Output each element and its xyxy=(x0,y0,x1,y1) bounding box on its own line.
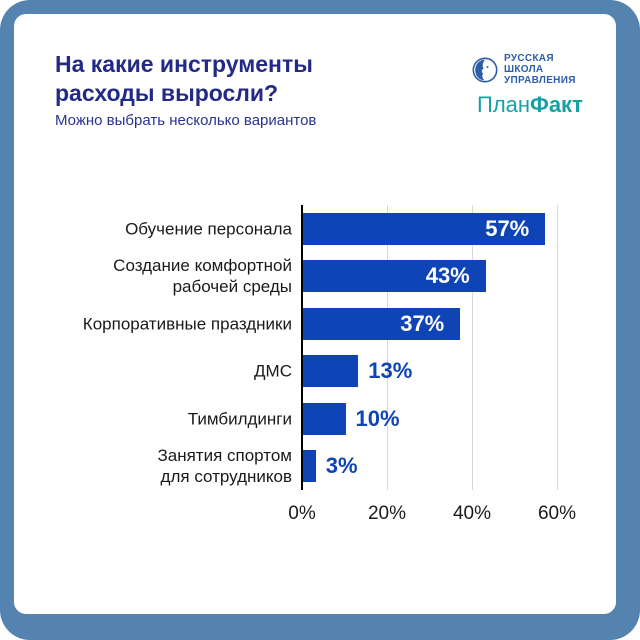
grid-line xyxy=(472,205,473,490)
rsu-logo-text: РУССКАЯ ШКОЛА УПРАВЛЕНИЯ xyxy=(504,53,576,86)
category-label: Создание комфортной рабочей среды xyxy=(113,256,292,297)
bar-value-label: 13% xyxy=(368,358,413,384)
category-label: ДМС xyxy=(254,361,292,381)
category-label: Занятия спортом для сотрудников xyxy=(157,446,292,486)
bar xyxy=(303,450,316,482)
bar xyxy=(303,307,461,340)
rsu-logo: РУССКАЯ ШКОЛА УПРАВЛЕНИЯ xyxy=(472,53,576,86)
x-tick-label: 0% xyxy=(288,503,316,524)
x-tick-label: 60% xyxy=(537,503,577,524)
bar-value-label: 57% xyxy=(485,216,530,241)
bar-value-label: 37% xyxy=(400,310,445,336)
grid-line xyxy=(387,205,388,490)
rsu-line-1: РУССКАЯ xyxy=(504,53,554,64)
planfact-logo: ПланФакт xyxy=(477,92,583,118)
bar-value-label: 3% xyxy=(325,453,358,478)
bar xyxy=(303,402,346,435)
y-axis-line xyxy=(301,205,303,490)
category-label: Тимбилдинги xyxy=(187,409,292,429)
bar-value-label: 10% xyxy=(355,405,400,431)
page-title: На какие инструменты расходы выросли? xyxy=(55,51,313,106)
rsu-emblem-icon xyxy=(472,57,498,82)
planfact-part2: Факт xyxy=(530,92,583,117)
x-tick-label: 20% xyxy=(367,503,407,524)
category-label: Обучение персонала xyxy=(125,219,292,239)
rsu-line-3: УПРАВЛЕНИЯ xyxy=(504,75,576,86)
grid-line xyxy=(557,205,558,490)
bar-value-label: 43% xyxy=(425,263,470,289)
bar xyxy=(303,355,359,388)
category-label: Корпоративные праздники xyxy=(82,314,292,334)
planfact-part1: План xyxy=(477,92,531,117)
bar xyxy=(303,213,546,245)
x-tick-label: 40% xyxy=(452,503,492,524)
rsu-line-2: ШКОЛА xyxy=(504,64,544,75)
bar xyxy=(303,260,486,293)
page-subtitle: Можно выбрать несколько вариантов xyxy=(55,112,317,129)
